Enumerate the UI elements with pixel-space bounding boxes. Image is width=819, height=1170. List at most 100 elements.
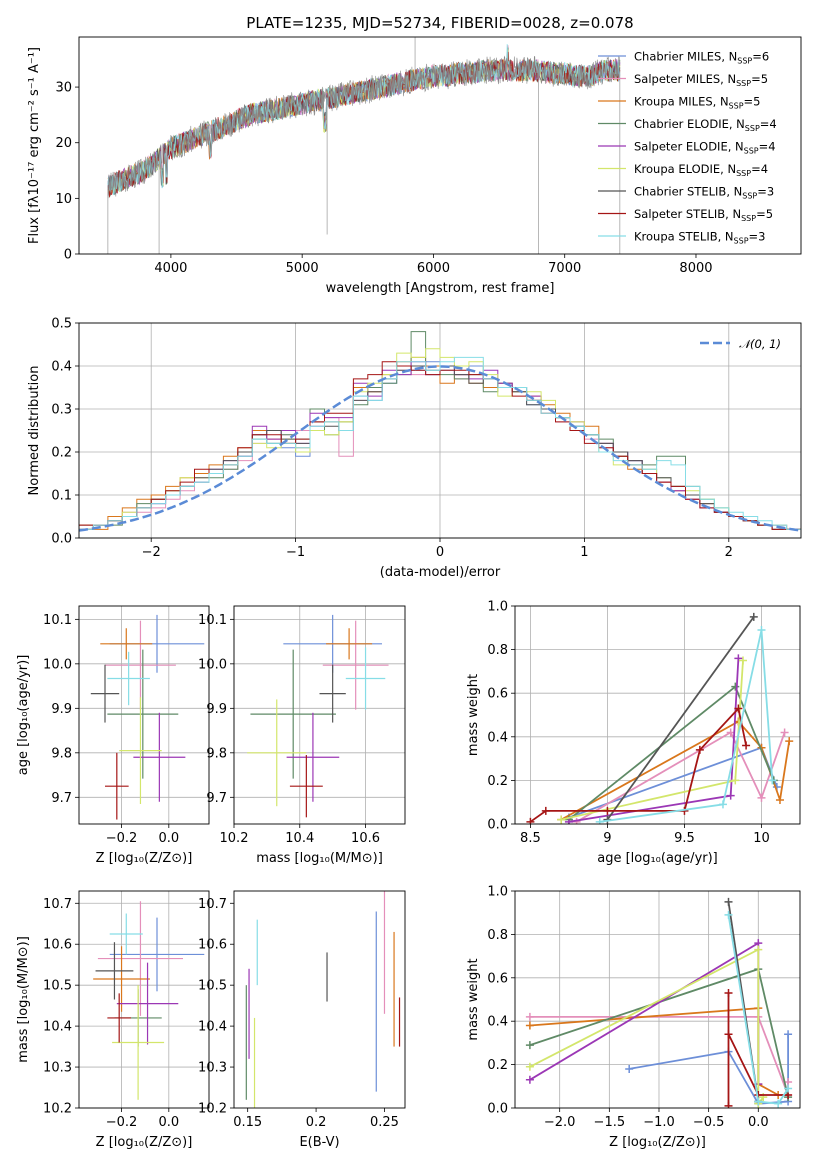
weight-marker [557, 815, 566, 824]
x-tick-label: 4000 [154, 261, 187, 276]
y-tick-label: 0.0 [487, 818, 508, 833]
weight-marker [625, 1064, 634, 1073]
weight-marker [525, 1041, 534, 1050]
y-tick-label: 10.3 [43, 1061, 72, 1076]
y-tick-label: 0.2 [51, 446, 72, 461]
weight-marker [749, 612, 758, 621]
legend-label: Chabrier MILES, NSSP=6 [634, 50, 769, 66]
weight-marker [603, 806, 612, 815]
axes-frame [514, 890, 801, 1109]
x-axis-label: Z [log₁₀(Z/Z⊙)] [96, 1135, 193, 1150]
x-tick-label: −0.2 [106, 1115, 138, 1130]
axes-weight-vs-age: 8.5 9 9.5 10 0.0 0.2 0.4 0.6 0.8 1.0 age [log₁₀(ag… [466, 600, 801, 866]
plot-area-spectrum [107, 37, 621, 254]
weight-series-line [576, 731, 786, 823]
y-tick-label: 10 [55, 192, 72, 207]
axes-frame [78, 322, 802, 539]
y-tick-label: 0.2 [487, 774, 508, 789]
legend-label: Chabrier STELIB, NSSP=3 [634, 185, 774, 201]
y-tick-label: 10.4 [43, 1020, 72, 1035]
y-tick-label: 0.6 [487, 687, 508, 702]
weight-marker [757, 793, 766, 802]
y-tick-label: 0 [64, 248, 72, 263]
x-tick-label: 0.0 [158, 831, 179, 846]
plot-area-mass-vs-EBV [245, 891, 401, 1108]
axes-spectrum: 4000 5000 6000 7000 8000 0 10 20 30 wavelength [A… [27, 36, 802, 296]
x-tick-label: 0.15 [233, 1115, 262, 1130]
y-tick-label: 9.7 [206, 791, 227, 806]
x-tick-label: 8000 [679, 261, 712, 276]
y-tick-label: 10.0 [43, 657, 72, 672]
plot-area-residuals [79, 331, 801, 538]
axes-frame [78, 605, 210, 825]
axes-frame [514, 605, 801, 825]
x-tick-label: −2 [142, 545, 161, 560]
weight-series-line [727, 914, 789, 1105]
x-tick-label: −0.5 [693, 1115, 725, 1130]
x-tick-label: 0 [436, 545, 444, 560]
y-tick-label: 9.8 [51, 746, 72, 761]
weight-marker [525, 1021, 534, 1030]
y-tick-label: 0.3 [51, 403, 72, 418]
x-tick-label: 5000 [286, 261, 319, 276]
weight-marker [724, 988, 733, 997]
y-tick-label: 10.2 [43, 1102, 72, 1117]
y-tick-label: 0.0 [51, 532, 72, 547]
weight-marker [784, 1084, 793, 1093]
x-tick-label: 10.4 [285, 831, 314, 846]
x-axis-label: Z [log₁₀(Z/Z⊙)] [609, 1135, 706, 1150]
x-tick-label: −0.2 [106, 831, 138, 846]
axes-mass-vs-EBV: 0.15 0.2 0.25 10.2 10.3 10.4 10.5 10.6 10.7 E(B-V… [198, 890, 406, 1150]
weight-marker [724, 910, 733, 919]
y-tick-label: 10.2 [198, 1102, 227, 1117]
axes-weight-vs-Z: −2.0 −1.5 −1.0 −0.5 0.0 0.0 0.2 0.4 0.6 0.8 1.0 Z [… [466, 885, 801, 1150]
weight-series-line [599, 629, 774, 823]
axes-frame [78, 36, 802, 255]
weight-marker [734, 704, 743, 713]
weight-marker [757, 625, 766, 634]
y-tick-label: 0.6 [487, 971, 508, 986]
y-tick-label: 9.9 [206, 702, 227, 717]
x-tick-label: 8.5 [520, 831, 541, 846]
x-tick-label: 9.5 [674, 831, 695, 846]
x-axis-label: E(B-V) [299, 1135, 339, 1150]
y-tick-label: 10.3 [198, 1061, 227, 1076]
y-axis-label: mass weight [466, 674, 481, 756]
y-axis-label: mass [log₁₀(M/M⊙)] [16, 936, 31, 1063]
y-tick-label: 10.0 [198, 657, 227, 672]
x-tick-label: 0.25 [370, 1115, 399, 1130]
axes-age-vs-mass: 10.2 10.4 10.6 9.7 9.8 9.9 10.0 10.1 mass [log₁₀… [198, 605, 406, 866]
y-tick-label: 10.7 [198, 897, 227, 912]
weight-marker [564, 817, 573, 824]
legend-label: Kroupa MILES, NSSP=5 [634, 95, 760, 111]
y-axis-label: mass weight [466, 958, 481, 1040]
y-tick-label: 20 [55, 136, 72, 151]
y-tick-label: 0.2 [487, 1058, 508, 1073]
weight-marker [526, 817, 535, 824]
x-tick-label: 2 [725, 545, 733, 560]
weight-marker [731, 776, 740, 785]
x-axis-label: (data-model)/error [380, 565, 501, 580]
y-tick-label: 1.0 [487, 885, 508, 900]
figure-title: PLATE=1235, MJD=52734, FIBERID=0028, z=0… [246, 14, 633, 32]
y-tick-label: 9.9 [51, 702, 72, 717]
plot-area-weight-vs-Z [525, 897, 793, 1108]
y-tick-label: 1.0 [487, 600, 508, 615]
x-axis-label: age [log₁₀(age/yr)] [597, 851, 718, 866]
axes-frame [233, 605, 406, 825]
weight-marker [785, 737, 794, 746]
weight-marker [754, 945, 763, 954]
x-tick-label: −1.0 [643, 1115, 675, 1130]
y-tick-label: 10.5 [198, 979, 227, 994]
y-tick-label: 0.0 [487, 1102, 508, 1117]
x-tick-label: 6000 [417, 261, 450, 276]
x-tick-label: 10 [753, 831, 770, 846]
weight-marker [780, 728, 789, 737]
x-axis-label: mass [log₁₀(M/M⊙)] [256, 851, 383, 866]
y-tick-label: 10.6 [43, 938, 72, 953]
y-tick-label: 0.8 [487, 643, 508, 658]
weight-marker [784, 1030, 793, 1039]
legend-label: Kroupa ELODIE, NSSP=4 [634, 162, 768, 178]
y-tick-label: 9.7 [51, 791, 72, 806]
